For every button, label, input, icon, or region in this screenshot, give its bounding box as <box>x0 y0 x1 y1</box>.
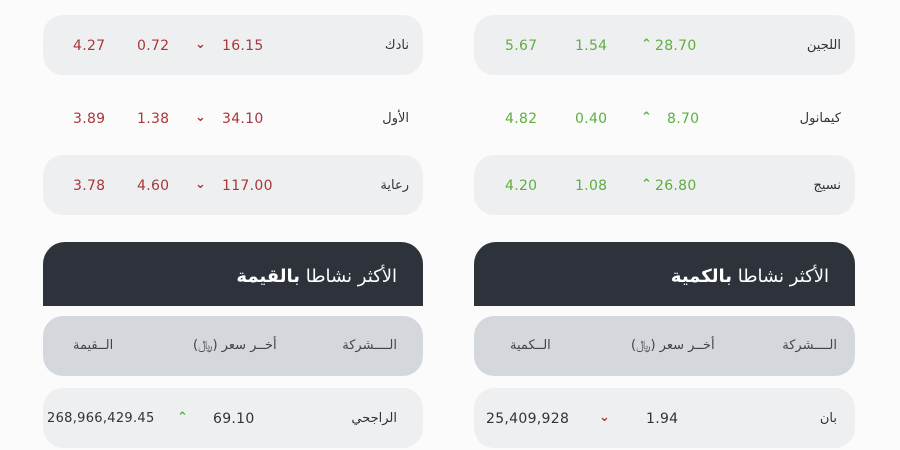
change: 1.38 <box>137 111 170 127</box>
column-company: الــــشركة <box>342 338 397 353</box>
loser-row[interactable]: رعاية 117.00 ⌄ 4.60 3.78 <box>43 155 423 215</box>
most-active-volume-header: الأكثر نشاطا بالكمية <box>474 242 855 306</box>
column-company: الــــشركة <box>782 338 837 353</box>
change: 0.72 <box>137 38 170 54</box>
percent: 4.82 <box>505 111 538 127</box>
change: 1.08 <box>575 178 608 194</box>
title-prefix: الأكثر نشاطا <box>299 266 397 287</box>
column-last-price: أخــر سعر (﷼) <box>631 338 715 353</box>
gainer-row[interactable]: اللجين 28.70 ⌃ 1.54 5.67 <box>474 15 855 75</box>
price: 69.10 <box>213 411 255 427</box>
change: 0.40 <box>575 111 608 127</box>
value: 268,966,429.45 <box>47 411 155 426</box>
arrow-up-icon: ⌃ <box>641 37 652 52</box>
percent: 4.20 <box>505 178 538 194</box>
arrow-down-icon: ⌄ <box>195 177 206 192</box>
gainer-row[interactable]: نسيج 26.80 ⌃ 1.08 4.20 <box>474 155 855 215</box>
arrow-down-icon: ⌄ <box>599 410 610 425</box>
company-name: الراجحي <box>351 411 397 426</box>
company-name: اللجين <box>806 38 841 53</box>
company-name: رعاية <box>380 178 409 193</box>
title-bold: بالكمية <box>670 266 732 287</box>
company-name: نادك <box>384 38 409 53</box>
value-column-headers: الــــشركة أخــر سعر (﷼) الــقيمة <box>43 316 423 376</box>
column-value: الــقيمة <box>73 338 114 353</box>
column-volume: الــكمية <box>510 338 551 353</box>
change: 4.60 <box>137 178 170 194</box>
price: 8.70 <box>667 111 700 127</box>
company-name: نسيج <box>813 178 841 193</box>
price: 34.10 <box>222 111 264 127</box>
arrow-up-icon: ⌃ <box>641 110 652 125</box>
percent: 3.89 <box>73 111 106 127</box>
arrow-up-icon: ⌃ <box>641 177 652 192</box>
percent: 4.27 <box>73 38 106 54</box>
percent: 3.78 <box>73 178 106 194</box>
most-active-value-header: الأكثر نشاطا بالقيمة <box>43 242 423 306</box>
change: 1.54 <box>575 38 608 54</box>
title-prefix: الأكثر نشاطا <box>731 266 829 287</box>
volume: 25,409,928 <box>486 411 570 427</box>
value-row[interactable]: الراجحي 69.10 ⌃ 268,966,429.45 <box>43 388 423 448</box>
company-name: الأول <box>382 111 409 126</box>
arrow-down-icon: ⌄ <box>195 37 206 52</box>
column-last-price: أخــر سعر (﷼) <box>193 338 277 353</box>
price: 26.80 <box>655 178 697 194</box>
loser-row[interactable]: الأول 34.10 ⌄ 1.38 3.89 <box>43 88 423 148</box>
price: 16.15 <box>222 38 264 54</box>
price: 117.00 <box>222 178 273 194</box>
price: 1.94 <box>646 411 679 427</box>
arrow-up-icon: ⌃ <box>177 410 188 425</box>
price: 28.70 <box>655 38 697 54</box>
gainer-row[interactable]: كيمانول 8.70 ⌃ 0.40 4.82 <box>474 88 855 148</box>
percent: 5.67 <box>505 38 538 54</box>
arrow-down-icon: ⌄ <box>195 110 206 125</box>
loser-row[interactable]: نادك 16.15 ⌄ 0.72 4.27 <box>43 15 423 75</box>
volume-column-headers: الــــشركة أخــر سعر (﷼) الــكمية <box>474 316 855 376</box>
company-name: بان <box>819 411 837 426</box>
section-title: الأكثر نشاطا بالكمية <box>671 242 829 312</box>
volume-row[interactable]: بان 1.94 ⌄ 25,409,928 <box>474 388 855 448</box>
section-title: الأكثر نشاطا بالقيمة <box>236 242 397 312</box>
company-name: كيمانول <box>799 111 841 126</box>
title-bold: بالقيمة <box>236 266 300 287</box>
